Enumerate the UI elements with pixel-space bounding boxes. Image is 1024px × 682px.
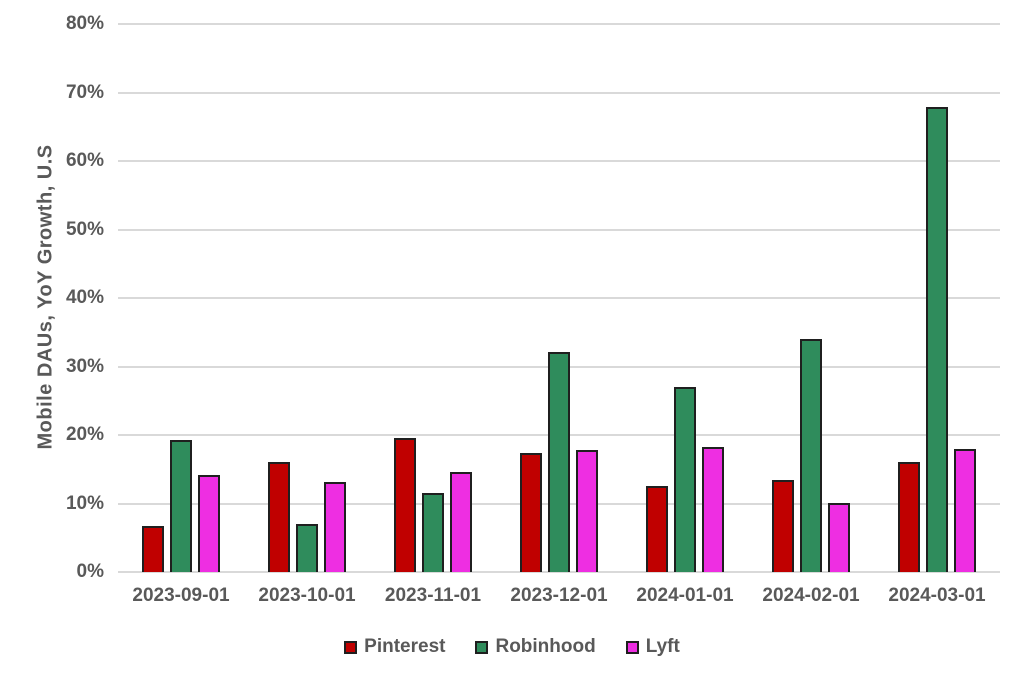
legend-swatch-robinhood bbox=[475, 640, 489, 654]
bar-pinterest-2023-11-01 bbox=[394, 438, 416, 572]
legend-label: Robinhood bbox=[495, 636, 596, 657]
x-axis-tick-label: 2024-02-01 bbox=[762, 585, 860, 606]
gridline-0 bbox=[118, 571, 1000, 573]
legend-item-lyft: Lyft bbox=[625, 636, 680, 658]
x-axis-tick-label: 2023-10-01 bbox=[258, 585, 356, 606]
bar-robinhood-2023-10-01 bbox=[296, 524, 318, 572]
legend-swatch-pinterest bbox=[344, 640, 358, 654]
gridline-70 bbox=[118, 91, 1000, 94]
y-axis-tick-label: 20% bbox=[65, 424, 104, 445]
y-axis-tick-label: 10% bbox=[65, 492, 104, 514]
bar-pinterest-2024-01-01 bbox=[646, 485, 668, 572]
bar-lyft-2023-09-01 bbox=[198, 474, 220, 572]
bar-lyft-2024-01-01 bbox=[702, 447, 724, 572]
legend-swatch-lyft bbox=[625, 640, 639, 654]
gridline-50 bbox=[118, 228, 1000, 231]
bar-robinhood-2023-09-01 bbox=[170, 440, 192, 572]
bar-lyft-2024-02-01 bbox=[828, 502, 850, 572]
bar-robinhood-2023-11-01 bbox=[422, 493, 444, 572]
gridline-80 bbox=[118, 23, 1000, 25]
y-axis-tick-label: 50% bbox=[65, 218, 104, 240]
bar-robinhood-2023-12-01 bbox=[548, 352, 570, 572]
bar-pinterest-2023-09-01 bbox=[142, 526, 164, 572]
x-axis-tick-label: 2024-03-01 bbox=[888, 585, 986, 606]
bar-lyft-2023-10-01 bbox=[324, 481, 346, 572]
y-axis-tick-label: 80% bbox=[65, 13, 104, 34]
bar-pinterest-2024-02-01 bbox=[772, 480, 794, 572]
y-axis-tick-label: 0% bbox=[76, 561, 104, 582]
y-axis-tick-label: 40% bbox=[65, 287, 104, 308]
bar-robinhood-2024-01-01 bbox=[674, 387, 696, 572]
bar-robinhood-2024-02-01 bbox=[800, 339, 822, 572]
x-axis-tick-label: 2023-12-01 bbox=[510, 585, 608, 606]
bar-lyft-2023-11-01 bbox=[450, 471, 472, 572]
bar-lyft-2024-03-01 bbox=[954, 448, 976, 572]
x-axis-tick-label: 2023-09-01 bbox=[132, 585, 230, 606]
legend-label: Pinterest bbox=[364, 636, 446, 657]
gridline-60 bbox=[118, 160, 1000, 162]
x-axis-tick-label: 2024-01-01 bbox=[636, 585, 734, 606]
legend: Pinterest Robinhood Lyft bbox=[0, 636, 1024, 658]
bar-pinterest-2023-12-01 bbox=[520, 453, 542, 572]
gridline-40 bbox=[118, 297, 1000, 299]
legend-item-pinterest: Pinterest bbox=[344, 636, 445, 658]
x-axis-tick-label: 2023-11-01 bbox=[384, 585, 482, 606]
bar-pinterest-2024-03-01 bbox=[898, 461, 920, 572]
bar-lyft-2023-12-01 bbox=[576, 450, 598, 572]
y-axis-tick-label: 30% bbox=[65, 355, 104, 377]
y-axis-tick-label: 70% bbox=[65, 81, 104, 103]
legend-label: Lyft bbox=[645, 636, 680, 657]
bar-robinhood-2024-03-01 bbox=[926, 106, 948, 572]
legend-item-robinhood: Robinhood bbox=[475, 636, 596, 658]
bar-pinterest-2023-10-01 bbox=[268, 461, 290, 572]
y-axis-tick-label: 60% bbox=[65, 150, 104, 171]
